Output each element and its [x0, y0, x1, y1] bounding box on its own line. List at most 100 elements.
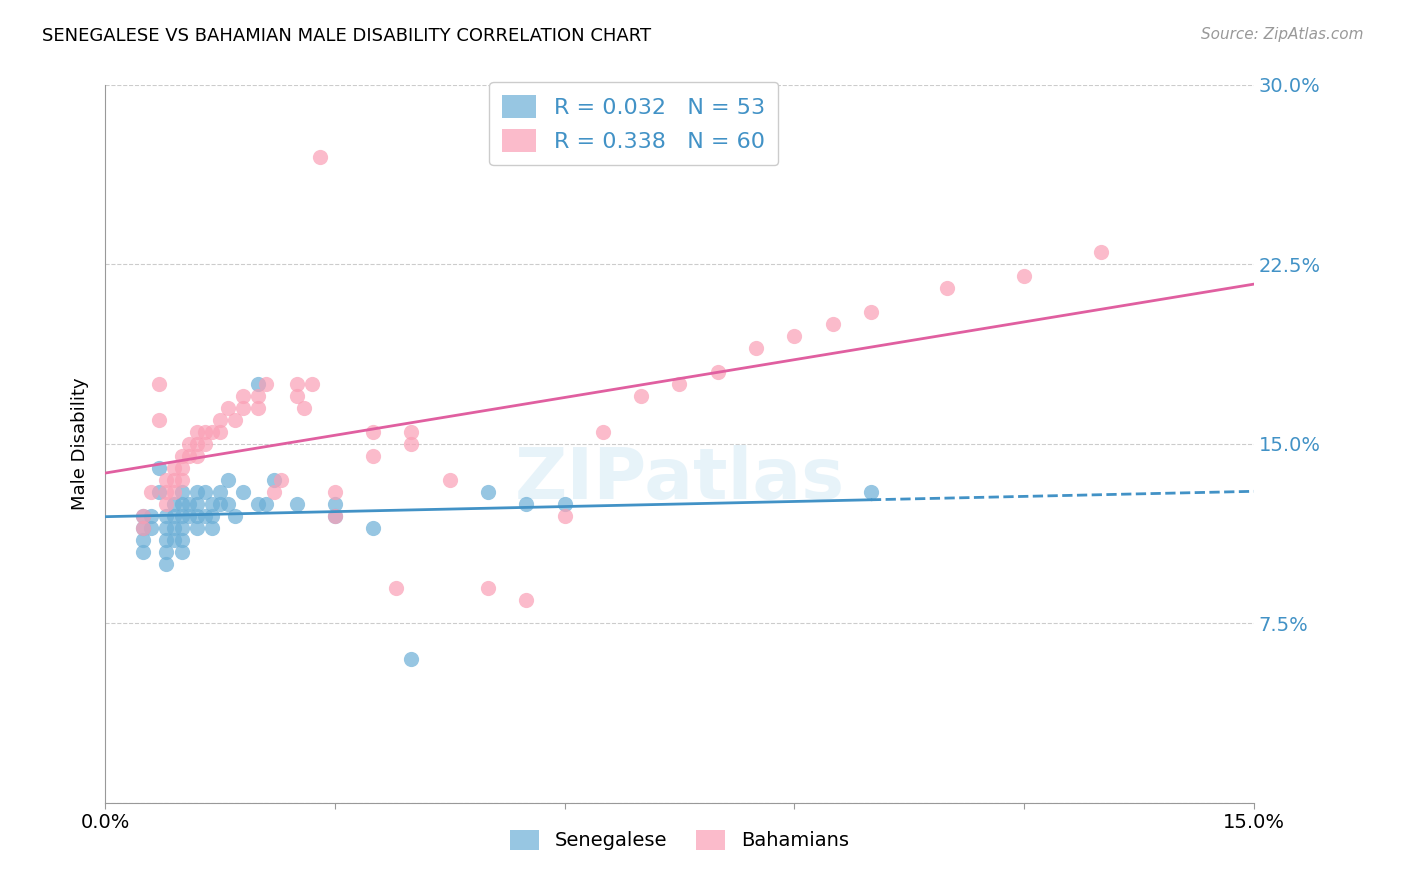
Bahamians: [783, 329, 806, 343]
Bahamians: [477, 581, 499, 595]
Senegalese: [554, 497, 576, 511]
Senegalese: [179, 508, 201, 523]
Senegalese: [217, 473, 239, 487]
Bahamians: [270, 473, 292, 487]
Senegalese: [155, 557, 177, 571]
Senegalese: [141, 508, 163, 523]
Bahamians: [132, 508, 155, 523]
Senegalese: [148, 461, 170, 475]
Text: ZIPatlas: ZIPatlas: [515, 445, 845, 515]
Senegalese: [323, 497, 346, 511]
Bahamians: [515, 592, 537, 607]
Bahamians: [706, 365, 728, 379]
Senegalese: [170, 497, 193, 511]
Senegalese: [148, 484, 170, 499]
Senegalese: [155, 521, 177, 535]
Senegalese: [186, 521, 208, 535]
Senegalese: [179, 497, 201, 511]
Bahamians: [859, 305, 882, 319]
Bahamians: [232, 401, 254, 415]
Bahamians: [247, 389, 270, 403]
Bahamians: [292, 401, 315, 415]
Senegalese: [141, 521, 163, 535]
Bahamians: [155, 484, 177, 499]
Bahamians: [179, 449, 201, 463]
Legend: R = 0.032   N = 53, R = 0.338   N = 60: R = 0.032 N = 53, R = 0.338 N = 60: [489, 82, 778, 165]
Bahamians: [163, 484, 186, 499]
Bahamians: [194, 437, 217, 451]
Bahamians: [301, 377, 323, 392]
Bahamians: [217, 401, 239, 415]
Senegalese: [163, 508, 186, 523]
Bahamians: [148, 413, 170, 427]
Y-axis label: Male Disability: Male Disability: [72, 377, 89, 510]
Senegalese: [224, 508, 246, 523]
Senegalese: [170, 521, 193, 535]
Bahamians: [1012, 269, 1035, 284]
Bahamians: [194, 425, 217, 439]
Bahamians: [170, 461, 193, 475]
Senegalese: [859, 484, 882, 499]
Bahamians: [630, 389, 652, 403]
Senegalese: [155, 533, 177, 547]
Bahamians: [209, 413, 232, 427]
Senegalese: [323, 508, 346, 523]
Bahamians: [232, 389, 254, 403]
Bahamians: [263, 484, 285, 499]
Bahamians: [247, 401, 270, 415]
Bahamians: [745, 341, 768, 355]
Senegalese: [163, 521, 186, 535]
Senegalese: [217, 497, 239, 511]
Senegalese: [232, 484, 254, 499]
Senegalese: [254, 497, 277, 511]
Bahamians: [308, 150, 330, 164]
Senegalese: [186, 497, 208, 511]
Bahamians: [285, 377, 308, 392]
Bahamians: [148, 377, 170, 392]
Senegalese: [155, 508, 177, 523]
Senegalese: [186, 484, 208, 499]
Senegalese: [209, 497, 232, 511]
Senegalese: [186, 508, 208, 523]
Senegalese: [163, 533, 186, 547]
Bahamians: [385, 581, 408, 595]
Senegalese: [155, 544, 177, 558]
Bahamians: [285, 389, 308, 403]
Bahamians: [361, 449, 384, 463]
Senegalese: [401, 652, 423, 666]
Bahamians: [439, 473, 461, 487]
Bahamians: [186, 449, 208, 463]
Bahamians: [323, 508, 346, 523]
Bahamians: [132, 521, 155, 535]
Senegalese: [247, 497, 270, 511]
Bahamians: [170, 449, 193, 463]
Senegalese: [201, 497, 224, 511]
Text: SENEGALESE VS BAHAMIAN MALE DISABILITY CORRELATION CHART: SENEGALESE VS BAHAMIAN MALE DISABILITY C…: [42, 27, 651, 45]
Bahamians: [209, 425, 232, 439]
Bahamians: [401, 425, 423, 439]
Senegalese: [170, 533, 193, 547]
Senegalese: [285, 497, 308, 511]
Bahamians: [155, 497, 177, 511]
Senegalese: [170, 544, 193, 558]
Senegalese: [209, 484, 232, 499]
Senegalese: [361, 521, 384, 535]
Bahamians: [224, 413, 246, 427]
Senegalese: [132, 533, 155, 547]
Bahamians: [141, 484, 163, 499]
Senegalese: [515, 497, 537, 511]
Bahamians: [668, 377, 690, 392]
Bahamians: [361, 425, 384, 439]
Bahamians: [401, 437, 423, 451]
Senegalese: [201, 521, 224, 535]
Bahamians: [186, 437, 208, 451]
Senegalese: [477, 484, 499, 499]
Senegalese: [194, 508, 217, 523]
Bahamians: [163, 473, 186, 487]
Bahamians: [163, 461, 186, 475]
Senegalese: [170, 508, 193, 523]
Bahamians: [592, 425, 614, 439]
Senegalese: [263, 473, 285, 487]
Text: Source: ZipAtlas.com: Source: ZipAtlas.com: [1201, 27, 1364, 42]
Senegalese: [247, 377, 270, 392]
